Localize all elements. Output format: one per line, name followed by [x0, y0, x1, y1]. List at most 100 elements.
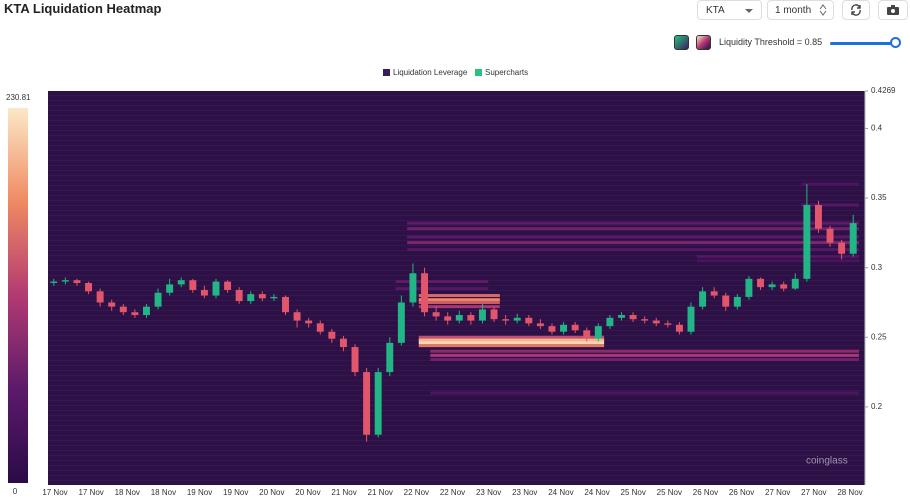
x-tick-label: 24 Nov — [548, 488, 573, 497]
candle-body — [247, 294, 255, 302]
legend-label: Liquidation Leverage — [393, 68, 468, 77]
candle-body — [757, 278, 764, 288]
candle-body — [745, 278, 753, 297]
candle-body — [61, 280, 69, 282]
candle-body — [710, 291, 718, 296]
y-tick-label: 0.4269 — [871, 86, 896, 95]
page-title: KTA Liquidation Heatmap — [4, 1, 162, 16]
candle-body — [293, 312, 301, 321]
x-tick-label: 26 Nov — [693, 488, 718, 497]
candle-body — [652, 320, 660, 324]
candle-body — [397, 302, 405, 343]
candle-body — [525, 317, 533, 324]
candle-body — [838, 242, 846, 254]
candle-body — [189, 280, 197, 290]
candle-body — [316, 323, 324, 332]
x-tick-label: 22 Nov — [440, 488, 465, 497]
liquidation-level — [418, 300, 500, 304]
x-tick-label: 18 Nov — [115, 488, 140, 497]
liquidation-level — [418, 341, 605, 345]
candle-body — [594, 326, 602, 339]
green-theme-button[interactable] — [674, 35, 689, 50]
legend-swatch — [383, 69, 390, 76]
x-tick-label: 21 Nov — [331, 488, 356, 497]
x-tick-label: 18 Nov — [151, 488, 176, 497]
y-tick-label: 0.2 — [871, 402, 883, 411]
x-tick-label: 23 Nov — [512, 488, 537, 497]
candle-body — [235, 289, 243, 302]
candle-body — [444, 316, 452, 321]
candle-body — [282, 296, 289, 313]
candle-body — [224, 281, 232, 290]
symbol-select[interactable]: KTA — [697, 0, 762, 20]
liquidation-level — [801, 182, 859, 186]
liquidation-level — [696, 255, 859, 259]
candle-body — [154, 292, 162, 307]
period-select[interactable]: 1 month — [767, 0, 834, 20]
liquidation-level — [430, 349, 859, 353]
liquidation-level — [407, 248, 859, 252]
colorbar-min-label: 0 — [13, 487, 18, 496]
liquidation-level — [395, 287, 489, 291]
x-tick-label: 22 Nov — [404, 488, 429, 497]
liquidation-level — [801, 203, 859, 207]
y-tick-label: 0.4 — [871, 124, 883, 133]
liquidation-level — [696, 259, 859, 263]
candle-body — [722, 295, 730, 307]
liquidation-level — [418, 338, 605, 342]
candle-body — [780, 284, 788, 289]
candle-body — [363, 372, 371, 435]
spinner — [819, 4, 827, 16]
candle-body — [73, 280, 81, 283]
screenshot-button[interactable] — [878, 0, 908, 20]
candle-body — [560, 324, 568, 332]
x-tick-label: 25 Nov — [621, 488, 646, 497]
liquidation-level — [418, 305, 500, 309]
candle-body — [200, 289, 208, 296]
liquidation-level — [430, 358, 859, 362]
liquidation-level — [407, 227, 859, 231]
candle-body — [143, 306, 150, 316]
candle-body — [490, 309, 498, 320]
candle-body — [791, 278, 799, 289]
candle-body — [386, 342, 394, 373]
candle-body — [641, 319, 649, 321]
candle-body — [733, 296, 741, 307]
candle-body — [409, 273, 417, 303]
legend-swatch — [475, 69, 482, 76]
x-tick-label: 19 Nov — [187, 488, 212, 497]
candle-body — [548, 326, 556, 332]
x-tick-label: 24 Nov — [584, 488, 609, 497]
symbol-value: KTA — [706, 4, 725, 16]
candle-body — [177, 280, 185, 285]
candle-body — [664, 323, 672, 325]
candle-body — [629, 315, 637, 320]
candle-body — [50, 281, 58, 283]
x-tick-label: 26 Nov — [729, 488, 754, 497]
x-tick-label: 28 Nov — [837, 488, 862, 497]
heat-theme-button[interactable] — [696, 35, 711, 50]
candle-body — [305, 320, 313, 324]
candle-body — [814, 205, 822, 229]
x-tick-label: 17 Nov — [42, 488, 67, 497]
caret — [745, 9, 753, 13]
refresh-button[interactable] — [842, 0, 870, 20]
candle-body — [803, 205, 811, 279]
candle-body — [687, 306, 695, 332]
liquidation-level — [430, 353, 859, 357]
slider-handle[interactable] — [890, 37, 901, 48]
colorbar — [8, 108, 28, 483]
candle-body — [502, 319, 510, 321]
candle-body — [675, 324, 683, 332]
candle-body — [119, 306, 127, 313]
candle-body — [421, 273, 429, 313]
liquidation-level — [418, 294, 500, 298]
candle-body — [374, 372, 382, 435]
candle-body — [583, 330, 591, 339]
colorbar-max-label: 230.81 — [6, 93, 31, 102]
x-tick-label: 20 Nov — [259, 488, 284, 497]
liquidation-level — [418, 298, 500, 302]
threshold-slider[interactable] — [830, 42, 898, 45]
liquidation-level — [395, 280, 489, 284]
